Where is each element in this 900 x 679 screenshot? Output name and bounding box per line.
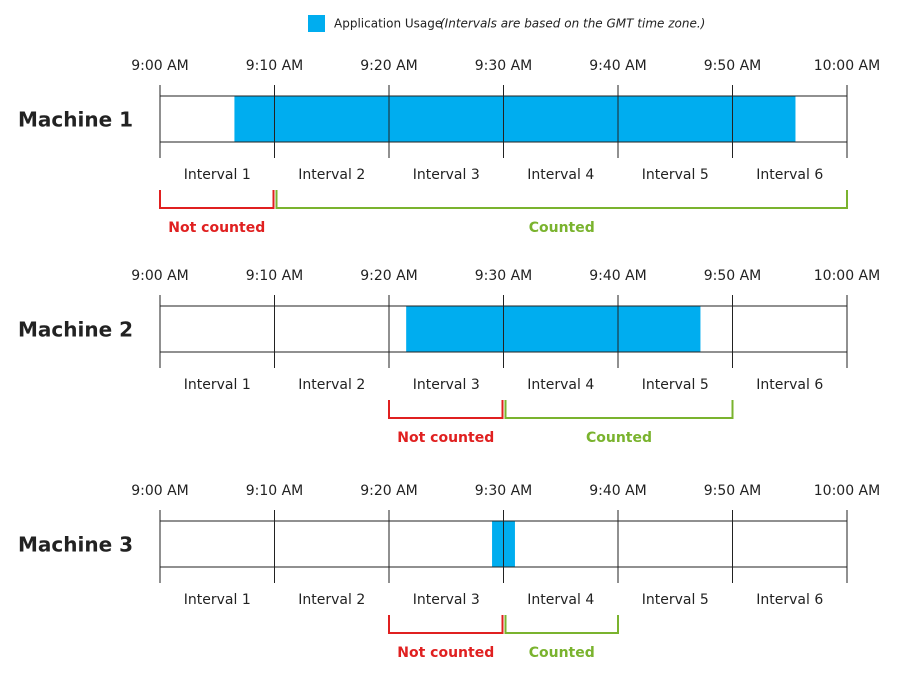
time-label: 9:30 AM <box>475 58 533 74</box>
time-label: 9:10 AM <box>246 58 304 74</box>
time-label: 9:40 AM <box>589 58 647 74</box>
interval-label: Interval 1 <box>184 377 251 393</box>
bracket <box>504 400 734 419</box>
usage-bar <box>406 306 701 352</box>
interval-label: Interval 2 <box>298 592 365 608</box>
interval-label: Interval 1 <box>184 592 251 608</box>
bracket <box>388 400 504 419</box>
bracket-label: Not counted <box>397 430 494 446</box>
time-label: 10:00 AM <box>814 483 880 499</box>
interval-label: Interval 3 <box>413 592 480 608</box>
time-label: 9:20 AM <box>360 268 418 284</box>
bracket <box>388 615 504 634</box>
interval-label: Interval 6 <box>756 592 823 608</box>
legend-note: (Intervals are based on the GMT time zon… <box>440 17 705 31</box>
time-label: 9:30 AM <box>475 483 533 499</box>
machine-label: Machine 1 <box>18 108 133 132</box>
time-label: 9:50 AM <box>704 58 762 74</box>
bracket-label: Counted <box>586 430 652 446</box>
bracket-label: Counted <box>529 220 595 236</box>
machine-label: Machine 2 <box>18 318 133 342</box>
time-label: 9:20 AM <box>360 58 418 74</box>
interval-label: Interval 5 <box>642 167 709 183</box>
legend-label: Application Usage <box>334 17 442 31</box>
time-label: 9:00 AM <box>131 483 189 499</box>
interval-label: Interval 6 <box>756 167 823 183</box>
interval-label: Interval 3 <box>413 167 480 183</box>
bracket <box>159 190 275 209</box>
bracket-label: Counted <box>529 645 595 661</box>
time-label: 9:00 AM <box>131 268 189 284</box>
machine-label: Machine 3 <box>18 533 133 557</box>
time-label: 9:50 AM <box>704 268 762 284</box>
time-label: 9:30 AM <box>475 268 533 284</box>
time-label: 9:40 AM <box>589 483 647 499</box>
time-label: 9:00 AM <box>131 58 189 74</box>
bracket <box>504 615 619 634</box>
interval-label: Interval 4 <box>527 377 594 393</box>
interval-label: Interval 1 <box>184 167 251 183</box>
time-label: 9:10 AM <box>246 268 304 284</box>
legend-swatch <box>308 15 325 32</box>
bracket-label: Not counted <box>397 645 494 661</box>
interval-label: Interval 4 <box>527 592 594 608</box>
interval-label: Interval 2 <box>298 377 365 393</box>
time-label: 9:20 AM <box>360 483 418 499</box>
interval-label: Interval 4 <box>527 167 594 183</box>
time-label: 9:40 AM <box>589 268 647 284</box>
time-label: 10:00 AM <box>814 58 880 74</box>
usage-bar <box>234 96 796 142</box>
time-label: 10:00 AM <box>814 268 880 284</box>
time-label: 9:50 AM <box>704 483 762 499</box>
time-label: 9:10 AM <box>246 483 304 499</box>
interval-label: Interval 2 <box>298 167 365 183</box>
bracket-label: Not counted <box>168 220 265 236</box>
interval-label: Interval 5 <box>642 592 709 608</box>
interval-label: Interval 6 <box>756 377 823 393</box>
interval-label: Interval 3 <box>413 377 480 393</box>
interval-label: Interval 5 <box>642 377 709 393</box>
bracket <box>275 190 848 209</box>
